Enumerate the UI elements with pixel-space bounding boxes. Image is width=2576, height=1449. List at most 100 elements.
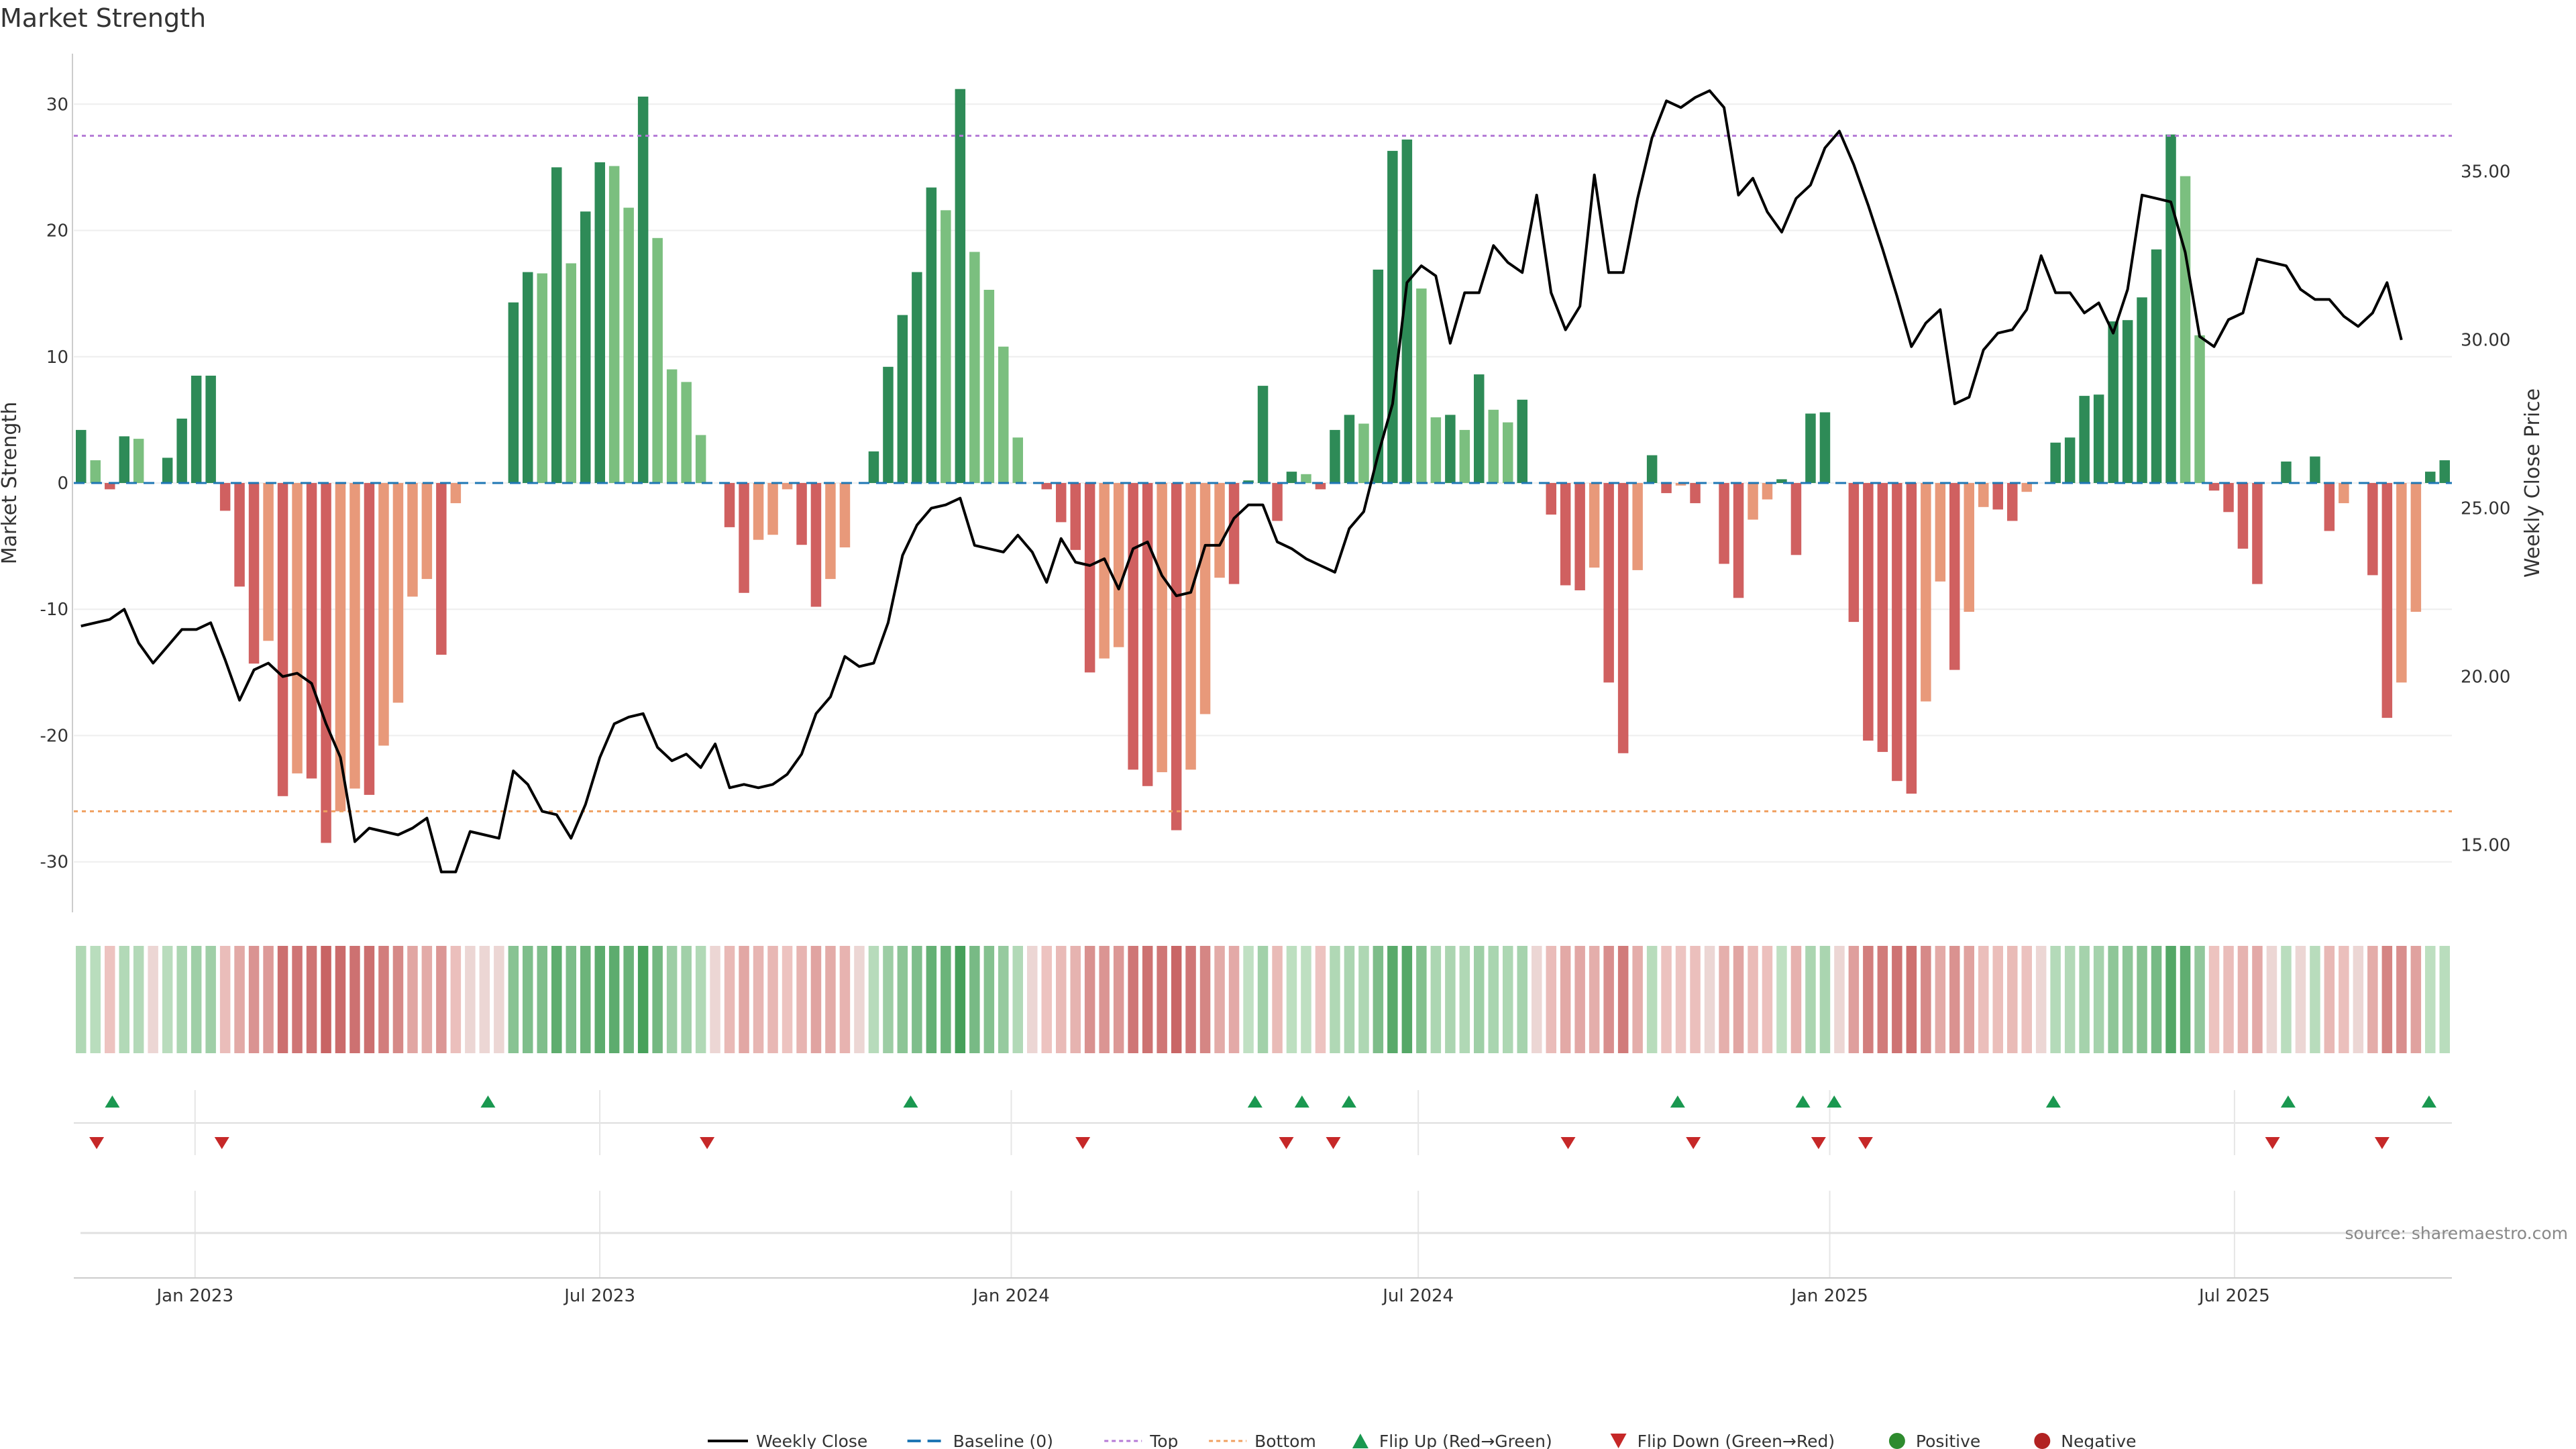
heat-cell xyxy=(1834,946,1845,1053)
strength-bar xyxy=(1906,483,1917,794)
heat-cell xyxy=(652,946,663,1053)
strength-bar xyxy=(450,483,462,504)
heat-cell xyxy=(306,946,317,1053)
legend: Weekly Close Baseline (0) Top Bottom Flip Up… xyxy=(708,1432,2137,1449)
heat-cell xyxy=(1171,946,1182,1053)
strength-bar xyxy=(1099,483,1110,659)
heat-cell xyxy=(1459,946,1470,1053)
strength-bar xyxy=(248,483,260,664)
strength-bar xyxy=(321,483,331,843)
heat-cell xyxy=(162,946,173,1053)
flip-down-marker xyxy=(214,1137,229,1149)
x-tick-label: Jan 2023 xyxy=(155,1286,233,1306)
legend-label: Weekly Close xyxy=(756,1432,867,1449)
legend-item: Top xyxy=(1104,1432,1178,1449)
strength-bar xyxy=(2108,321,2118,483)
flip-up-marker xyxy=(105,1095,120,1108)
heat-cell xyxy=(1056,946,1067,1053)
strength-bar xyxy=(421,483,433,580)
heat-cell xyxy=(1805,946,1816,1053)
heat-cell xyxy=(2165,946,2176,1053)
strength-bar xyxy=(1142,483,1153,786)
heat-cell xyxy=(2410,946,2422,1053)
heat-cell xyxy=(2381,946,2393,1053)
heat-cell xyxy=(1099,946,1110,1053)
strength-bar xyxy=(839,483,851,547)
heat-cell xyxy=(1041,946,1052,1053)
y-left-tick-label: 20 xyxy=(46,221,68,241)
heat-cell xyxy=(119,946,129,1053)
y-right-tick-label: 30.00 xyxy=(2461,331,2510,351)
strength-bar xyxy=(1661,483,1672,494)
heat-cell xyxy=(1819,946,1831,1053)
heat-cell xyxy=(176,946,187,1053)
strength-bar xyxy=(724,483,735,527)
strength-bar xyxy=(1474,374,1485,483)
strength-bar xyxy=(1733,483,1744,598)
legend-label: Top xyxy=(1149,1432,1178,1449)
heat-cell xyxy=(1546,946,1556,1053)
strength-bar xyxy=(1632,483,1643,570)
heat-cell xyxy=(2266,946,2277,1053)
heat-cell xyxy=(1416,946,1427,1053)
strength-bar xyxy=(205,376,216,483)
heat-cell xyxy=(2050,946,2061,1053)
heat-cell xyxy=(1257,946,1269,1053)
strength-bar xyxy=(133,439,144,483)
heat-cell xyxy=(2079,946,2090,1053)
strength-bar xyxy=(580,211,591,483)
flip-down-marker xyxy=(1075,1137,1091,1149)
legend-item: Bottom xyxy=(1209,1432,1316,1449)
strength-bar xyxy=(912,272,922,483)
strength-bar xyxy=(2425,472,2436,483)
legend-item: Flip Down (Green→Red) xyxy=(1610,1432,1835,1449)
heat-cell xyxy=(1373,946,1384,1053)
heat-cell xyxy=(767,946,778,1053)
heat-cell xyxy=(1906,946,1917,1053)
strength-bar xyxy=(2439,460,2450,483)
heat-cell xyxy=(839,946,851,1053)
strength-bars xyxy=(76,89,2450,843)
strength-bar xyxy=(1373,269,1384,483)
strength-bar xyxy=(105,483,115,490)
y-left-tick-label: -10 xyxy=(40,600,68,620)
flip-down-marker xyxy=(1560,1137,1576,1149)
heat-cell xyxy=(2007,946,2018,1053)
strength-bar xyxy=(537,273,547,483)
strength-bar xyxy=(1056,483,1067,523)
heat-cell xyxy=(1690,946,1701,1053)
heat-cell xyxy=(76,946,87,1053)
strength-bar xyxy=(392,483,404,703)
strength-bar xyxy=(263,483,274,641)
heat-cell xyxy=(2151,946,2162,1053)
flip-up-marker xyxy=(1341,1095,1356,1108)
strength-bar xyxy=(883,366,894,483)
heat-cell xyxy=(421,946,433,1053)
strength-bar xyxy=(796,483,807,545)
strength-bar xyxy=(1185,483,1196,770)
strength-bar xyxy=(1228,483,1240,584)
heat-cell xyxy=(2208,946,2220,1053)
legend-label: Positive xyxy=(1916,1432,1980,1449)
strength-bar xyxy=(2194,335,2205,483)
heat-cell xyxy=(566,946,576,1053)
heat-cell xyxy=(1603,946,1614,1053)
strength-bar xyxy=(2367,483,2378,576)
legend-label: Flip Down (Green→Red) xyxy=(1638,1432,1835,1449)
strength-bar xyxy=(277,483,288,796)
y-left-axis-title: Market Strength xyxy=(0,402,21,564)
heat-cell xyxy=(1315,946,1326,1053)
strength-bar xyxy=(2410,483,2422,612)
heat-cell xyxy=(666,946,678,1053)
heat-cell xyxy=(2353,946,2364,1053)
y-right-tick-label: 25.00 xyxy=(2461,499,2510,519)
y-right-tick-label: 20.00 xyxy=(2461,667,2510,688)
strength-bar xyxy=(2093,394,2104,483)
strength-bar xyxy=(1819,412,1831,483)
strength-bar xyxy=(941,210,951,483)
x-tick-label: Jan 2024 xyxy=(971,1286,1050,1306)
heat-cell xyxy=(407,946,418,1053)
strength-bar xyxy=(1445,415,1456,483)
heat-cell xyxy=(1330,946,1340,1053)
x-tick-label: Jul 2023 xyxy=(563,1286,635,1306)
